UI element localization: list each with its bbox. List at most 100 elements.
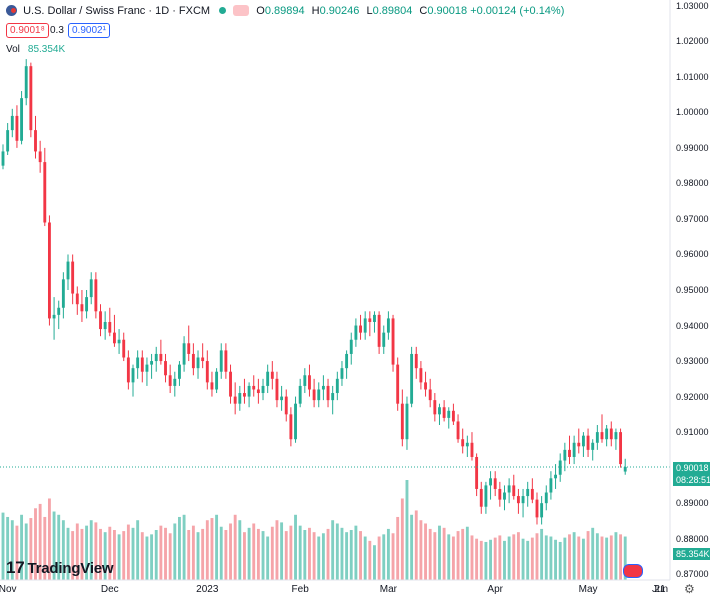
candle-body (614, 432, 618, 440)
volume-bar (442, 527, 446, 580)
volume-bar (294, 514, 297, 580)
candle (136, 350, 140, 379)
candle (57, 300, 61, 330)
volume-bar (400, 498, 404, 580)
candle (233, 382, 237, 415)
symbol-flag-icon (6, 5, 17, 16)
candle-body (451, 410, 455, 422)
volume-bar (312, 532, 316, 580)
candle-body (521, 496, 525, 504)
candle-body (349, 339, 353, 354)
tradingview-logo[interactable]: 17 TradingView (6, 558, 114, 578)
volume-bar (586, 531, 590, 580)
candle (80, 290, 84, 322)
candle-body (475, 456, 479, 489)
volume-bar (168, 533, 172, 580)
volume-bar (568, 534, 571, 580)
sell-button[interactable]: 0.9001⁸ (6, 23, 49, 38)
volume-bar (224, 530, 228, 580)
candle (15, 105, 19, 148)
candle-body (61, 279, 65, 308)
candle-body (405, 403, 409, 440)
candle-body (229, 371, 232, 397)
candle-body (126, 357, 130, 383)
candle (498, 481, 502, 507)
volume-bar (530, 537, 534, 580)
candle (400, 389, 404, 447)
candle (512, 474, 516, 500)
volume-bar (424, 523, 427, 580)
volume-bar (377, 536, 381, 580)
hide-legend-toggle-icon[interactable] (233, 5, 250, 16)
candle (442, 400, 446, 422)
price-tick-label: 0.89000 (676, 498, 709, 509)
candle-body (252, 385, 256, 390)
candle-body (438, 407, 441, 415)
volume-bar (94, 522, 98, 580)
candle-body (465, 442, 469, 447)
candle (89, 272, 93, 305)
candle (391, 314, 395, 372)
candle (595, 425, 599, 450)
candle (577, 428, 581, 454)
volume-bar (386, 528, 390, 580)
candle-body (224, 350, 228, 372)
candle-body (386, 318, 390, 333)
countdown-badge: 08:28:51 (673, 474, 710, 486)
candle-body (201, 357, 205, 362)
price-tick-label: 0.97000 (676, 213, 709, 224)
volume-bar (75, 523, 79, 580)
candle (224, 343, 228, 379)
candle-body (108, 321, 112, 333)
volume-bar (284, 531, 288, 580)
candle-body (489, 478, 492, 486)
tradingview-logo-text: TradingView (27, 560, 114, 577)
candle-body (544, 492, 548, 504)
volume-bar (479, 540, 483, 580)
candle-body (623, 466, 627, 472)
candle (373, 311, 376, 333)
candle (187, 325, 191, 362)
volume-bar (595, 533, 599, 580)
candle (191, 343, 195, 376)
time-tick-label: May (578, 584, 598, 595)
economic-events-icon[interactable] (623, 564, 643, 578)
volume-bar (15, 525, 19, 580)
volume-bar (238, 520, 242, 580)
market-open-dot-icon (219, 7, 227, 14)
candle (113, 314, 116, 347)
candle-body (150, 361, 154, 365)
candle-body (182, 343, 186, 365)
buy-button[interactable]: 0.9002¹ (68, 23, 110, 38)
volume-bar (489, 539, 492, 580)
volume-bar (289, 525, 293, 580)
volume-bar (535, 533, 539, 580)
volume-bar (229, 523, 232, 580)
candle-body (345, 353, 349, 369)
candle-body (424, 382, 427, 390)
volume-bar (145, 536, 149, 580)
volume-bar (405, 480, 409, 580)
volume-bar (24, 523, 28, 580)
volume-bar (1, 512, 5, 580)
volume-bar (335, 523, 339, 580)
volume-bar (331, 520, 335, 580)
candle-body (595, 432, 599, 443)
candle-body (15, 115, 19, 141)
candle-body (447, 410, 451, 418)
candle-body (382, 332, 386, 347)
time-tick-label: Dec (100, 584, 119, 595)
volume-bar (140, 532, 144, 580)
volume-bar (178, 516, 181, 580)
candle-body (52, 314, 56, 319)
candle (275, 371, 279, 408)
volume-bar (117, 534, 121, 580)
symbol-title[interactable]: U.S. Dollar / Swiss Franc · 1D · FXCM (23, 5, 211, 17)
candle-body (433, 400, 437, 415)
candle (377, 311, 381, 354)
candle (1, 144, 5, 170)
volume-bar (581, 538, 585, 580)
volume-bar (544, 535, 548, 580)
settings-gear-icon[interactable]: ⚙ (684, 582, 695, 596)
